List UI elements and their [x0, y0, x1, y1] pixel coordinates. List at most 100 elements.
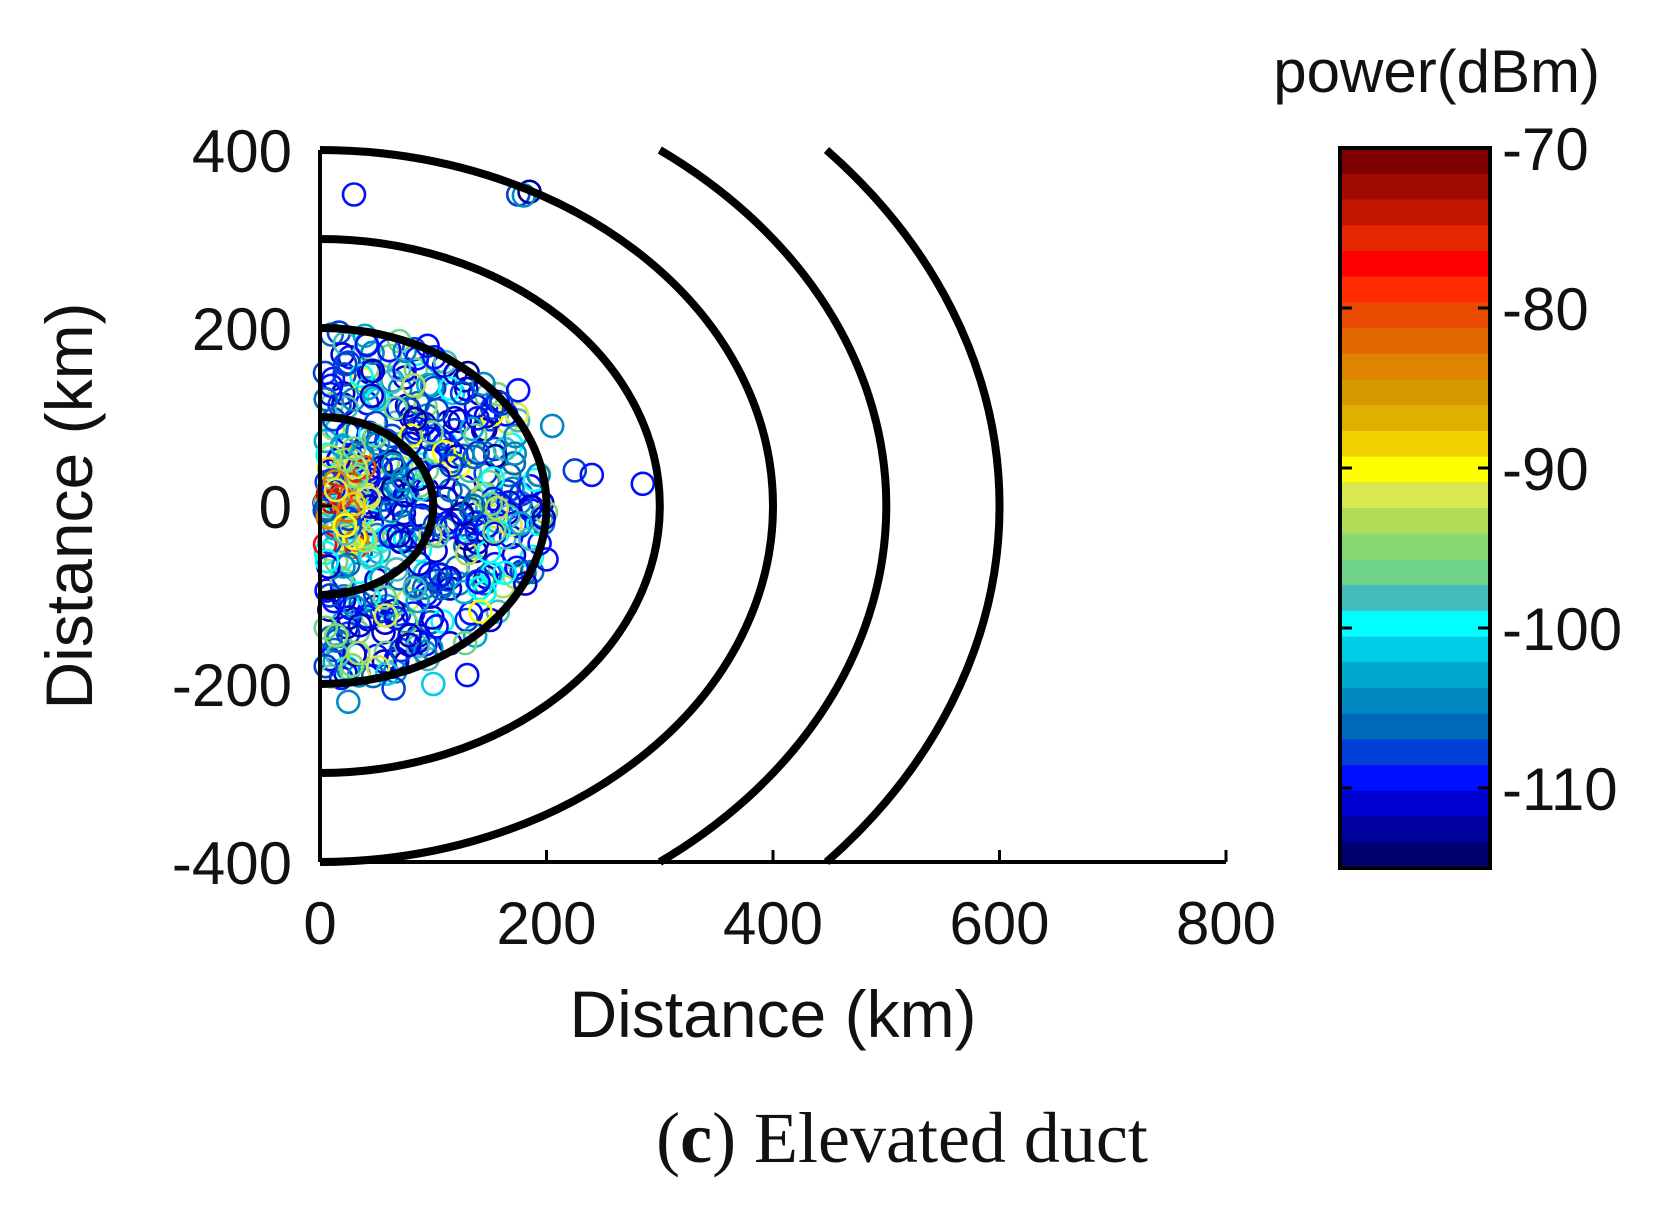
scatter-point [359, 383, 385, 409]
scatter-point [329, 574, 355, 599]
scatter-point [420, 671, 446, 697]
scatter-point [487, 491, 513, 517]
colorbar-band [1340, 482, 1490, 509]
scatter-point [480, 466, 506, 491]
colorbar-band [1340, 405, 1490, 432]
scatter-point [386, 523, 412, 549]
colorbar-frame [1338, 146, 1492, 870]
scatter-point [332, 351, 358, 377]
scatter-point [372, 585, 398, 610]
y-tick-label: 200 [192, 296, 292, 363]
colorbar-tick-label: -100 [1502, 596, 1622, 663]
scatter-point [341, 182, 367, 207]
colorbar-band [1340, 636, 1490, 663]
colorbar-band [1340, 816, 1490, 843]
scatter-point [466, 569, 491, 595]
scatter-point [341, 491, 367, 517]
colorbar-band [1340, 456, 1490, 483]
scatter-point [508, 481, 534, 507]
colorbar-band [1340, 328, 1490, 355]
scatter-point [447, 408, 473, 434]
colorbar-band [1340, 225, 1490, 252]
scatter-point [471, 371, 496, 397]
scatter-point [505, 377, 531, 403]
scatter-point [345, 640, 371, 666]
colorbar-tick-label: -70 [1502, 116, 1589, 183]
y-tick-label: 0 [259, 474, 292, 541]
scatter-point [328, 484, 353, 510]
scatter-point [423, 538, 448, 564]
scatter-point [502, 441, 528, 466]
caption-text: (c) Elevated duct [656, 1098, 1148, 1178]
caption-letter: c [680, 1098, 712, 1178]
colorbar-band [1340, 559, 1490, 586]
colorbar-band [1340, 276, 1490, 303]
colorbar-band [1340, 148, 1490, 175]
scatter-point [461, 493, 486, 519]
scatter-point [384, 557, 409, 582]
colorbar-band [1340, 790, 1490, 818]
scatter-point [314, 548, 340, 574]
scatter-point [396, 632, 422, 658]
scatter-point [369, 598, 395, 624]
scatter-point [313, 653, 339, 679]
y-axis-label: Distance (km) [32, 302, 106, 709]
scatter-point [383, 395, 408, 421]
scatter-point [485, 599, 511, 625]
scatter-point [339, 652, 365, 678]
contour-arc [657, 146, 891, 866]
scatter-point [402, 576, 427, 601]
scatter-point [579, 462, 605, 488]
scatter-point [428, 562, 453, 588]
colorbar-band [1340, 765, 1490, 792]
scatter-point [430, 609, 455, 634]
axes-layer: 0 200 400 600 800 -400 -200 0 200 400 Distance (km… [32, 118, 1276, 1051]
scatter-point [468, 599, 493, 624]
colorbar-band [1340, 533, 1490, 561]
y-tick-label: -200 [172, 652, 292, 719]
scatter-point [463, 393, 489, 419]
colorbar: -70 -80 -90 -100 -110 power(dBm) [1273, 38, 1622, 870]
scatter-point [403, 357, 429, 382]
scatter-point [401, 373, 427, 398]
scatter-point [347, 612, 373, 638]
colorbar-band [1340, 379, 1490, 406]
colorbar-band [1340, 739, 1490, 766]
y-tick-label: 400 [192, 118, 292, 185]
colorbar-band [1340, 250, 1490, 278]
scatter-point [403, 419, 428, 445]
scatter-point [332, 513, 358, 538]
colorbar-tick-label: -110 [1502, 756, 1618, 823]
contour-arc [319, 146, 777, 866]
scatter-point [423, 568, 449, 594]
scatter-point [424, 397, 450, 423]
scatter-point [465, 405, 490, 431]
scatter-point [360, 358, 386, 384]
scatter-point [313, 615, 339, 641]
caption-rest: ) Elevated duct [712, 1098, 1148, 1178]
scatter-point [405, 588, 430, 614]
scatter-point [331, 554, 356, 579]
scatter-point [437, 376, 463, 401]
scatter-point [492, 560, 518, 586]
scatter-point [431, 439, 457, 465]
scatter-point [323, 477, 349, 503]
scatter-point [349, 363, 374, 389]
scatter-point [383, 605, 409, 631]
scatter-point [512, 571, 538, 596]
scatter-point [484, 495, 510, 521]
scatter-point [508, 511, 533, 536]
scatter-point [488, 391, 514, 416]
scatter-point [335, 689, 361, 715]
scatter-point [373, 603, 399, 628]
colorbar-band [1340, 610, 1490, 638]
colorbar-band [1340, 199, 1490, 226]
scatter-point [356, 485, 381, 511]
scatter-point [419, 420, 444, 445]
caption: (c) Elevated duct [656, 1098, 1148, 1178]
scatter-point [313, 428, 339, 454]
colorbar-band [1340, 688, 1490, 715]
caption-open-paren: ( [656, 1098, 680, 1178]
colorbar-band [1340, 353, 1490, 381]
